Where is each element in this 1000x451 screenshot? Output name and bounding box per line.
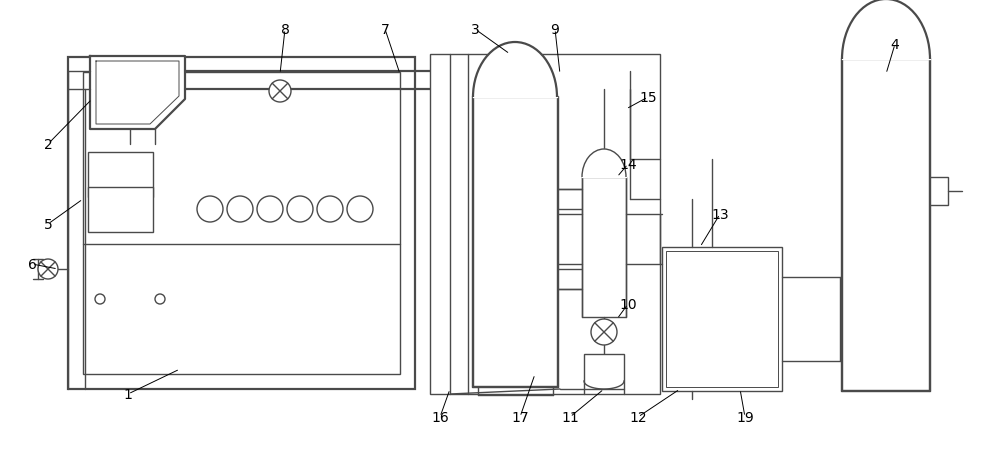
Circle shape: [227, 197, 253, 222]
Bar: [662, 248, 782, 391]
Text: 13: 13: [711, 207, 729, 221]
Circle shape: [155, 295, 165, 304]
Circle shape: [347, 197, 373, 222]
Bar: [88, 188, 153, 232]
Text: 10: 10: [619, 297, 637, 311]
Bar: [68, 58, 415, 389]
Text: 14: 14: [619, 158, 637, 172]
Text: 11: 11: [561, 410, 579, 424]
Text: 17: 17: [511, 410, 529, 424]
Bar: [473, 98, 558, 387]
Bar: [842, 60, 930, 391]
Circle shape: [257, 197, 283, 222]
Bar: [582, 178, 626, 318]
Text: 3: 3: [471, 23, 479, 37]
Bar: [930, 178, 948, 206]
Text: 12: 12: [629, 410, 647, 424]
Bar: [88, 152, 153, 198]
Text: 6: 6: [28, 258, 36, 272]
Text: 16: 16: [431, 410, 449, 424]
Text: 15: 15: [639, 91, 657, 105]
Text: 8: 8: [281, 23, 289, 37]
Circle shape: [591, 319, 617, 345]
Bar: [430, 55, 660, 394]
Bar: [584, 354, 624, 389]
Text: 4: 4: [891, 38, 899, 52]
Circle shape: [95, 295, 105, 304]
Text: 19: 19: [736, 410, 754, 424]
Circle shape: [269, 81, 291, 103]
Text: 5: 5: [44, 217, 52, 231]
Text: 2: 2: [44, 138, 52, 152]
Text: 9: 9: [551, 23, 559, 37]
Text: 1: 1: [124, 387, 132, 401]
Text: 7: 7: [381, 23, 389, 37]
Circle shape: [38, 259, 58, 279]
Circle shape: [317, 197, 343, 222]
Circle shape: [197, 197, 223, 222]
Bar: [83, 73, 400, 374]
Bar: [666, 252, 778, 387]
Polygon shape: [90, 57, 185, 130]
Circle shape: [287, 197, 313, 222]
